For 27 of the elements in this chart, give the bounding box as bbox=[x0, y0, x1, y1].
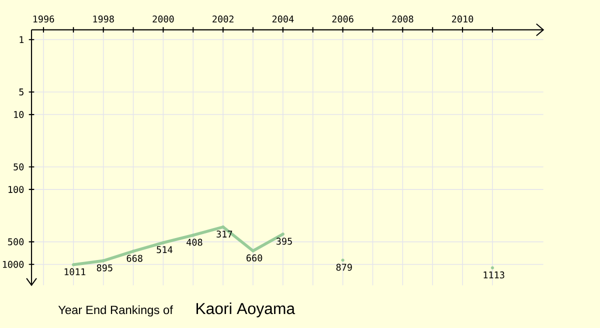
x-tick-label: 2002 bbox=[212, 16, 234, 23]
x-tick-label: 1998 bbox=[93, 16, 114, 23]
y-tick-label: 100 bbox=[8, 186, 24, 193]
text: Kaori Aoyama bbox=[196, 302, 296, 318]
y-tick-label: 5 bbox=[19, 88, 24, 96]
data-label: 895 bbox=[96, 264, 112, 272]
y-tick-label: 500 bbox=[8, 238, 24, 246]
x-tick-label: 1996 bbox=[33, 16, 54, 23]
data-label: 879 bbox=[336, 264, 352, 271]
x-tick-label: 2006 bbox=[332, 16, 354, 23]
data-label: 1113 bbox=[484, 271, 504, 278]
data-label: 317 bbox=[216, 230, 232, 238]
data-label: 1011 bbox=[64, 268, 86, 276]
x-tick-label: 2000 bbox=[152, 16, 174, 23]
x-tick-label: 2008 bbox=[392, 16, 414, 23]
x-tick-label: 2004 bbox=[272, 16, 294, 23]
y-tick-label: 50 bbox=[14, 163, 24, 170]
y-tick-label: 10 bbox=[14, 111, 24, 118]
text: Year End Rankings of bbox=[58, 305, 173, 317]
data-label: 395 bbox=[276, 238, 292, 245]
data-label: 668 bbox=[126, 254, 142, 262]
data-label: 408 bbox=[186, 238, 202, 246]
x-tick-label: 2010 bbox=[452, 16, 474, 23]
data-label: 514 bbox=[156, 246, 172, 254]
y-tick-label: 1000 bbox=[2, 260, 24, 268]
data-label: 660 bbox=[246, 254, 262, 262]
y-tick-label: 1 bbox=[20, 36, 24, 44]
